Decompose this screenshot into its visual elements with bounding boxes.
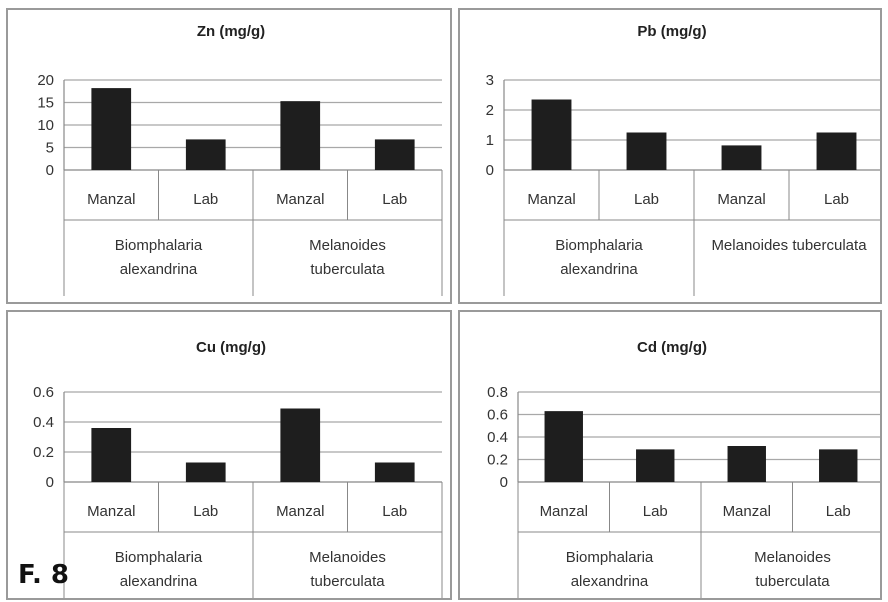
y-tick-label: 3 [486, 72, 494, 89]
bar [374, 462, 415, 482]
group-label: tuberculata [755, 573, 830, 590]
y-tick-label: 2 [486, 102, 494, 119]
bar [816, 132, 857, 170]
category-label: Lab [824, 191, 849, 208]
y-tick-label: 5 [46, 140, 54, 157]
bar [727, 446, 766, 482]
category-label: Lab [382, 503, 407, 520]
chart-title: Cd (mg/g) [637, 339, 707, 356]
bar [636, 449, 675, 482]
y-tick-label: 1 [486, 132, 494, 149]
bar [721, 145, 762, 170]
category-label: Lab [634, 191, 659, 208]
group-label: Biomphalaria [115, 549, 203, 566]
y-tick-label: 0 [486, 162, 494, 179]
category-label: Manzal [276, 191, 324, 208]
category-label: Manzal [540, 503, 588, 520]
bar [626, 132, 667, 170]
group-label: alexandrina [560, 261, 638, 278]
bar [185, 462, 226, 482]
group-label: Melanoides [309, 237, 386, 254]
group-label: Biomphalaria [566, 549, 654, 566]
y-tick-label: 0 [46, 162, 54, 179]
cu-chart-panel: Cu (mg/g) 0 0.2 0.4 0.6 Manzal Lab Manzal Lab Bio… [6, 310, 452, 600]
bar [531, 99, 572, 170]
bar [280, 101, 321, 170]
cd-chart-panel: Cd (mg/g) 0 0.2 0.4 0.6 0.8 Manzal Lab Manzal Lab… [458, 310, 882, 600]
y-tick-label: 0.8 [487, 384, 508, 401]
cu-chart-svg: Cu (mg/g) 0 0.2 0.4 0.6 Manzal Lab Manzal Lab Bio… [33, 339, 443, 598]
category-label: Lab [193, 191, 218, 208]
category-label: Lab [643, 503, 668, 520]
bar [91, 428, 132, 482]
pb-chart-panel: Pb (mg/g) 0 1 2 3 Manzal Lab Manzal Lab Biomphala… [458, 8, 882, 304]
chart-title: Pb (mg/g) [637, 23, 706, 40]
category-label: Manzal [276, 503, 324, 520]
chart-title: Cu (mg/g) [196, 339, 266, 356]
zn-chart-panel: Zn (mg/g) 0 5 10 15 20 Manzal Lab Manzal Lab Biomp… [6, 8, 452, 304]
bar [280, 408, 321, 482]
group-label: Melanoides [309, 549, 386, 566]
bar [91, 88, 132, 170]
category-label: Manzal [527, 191, 575, 208]
y-tick-label: 20 [37, 72, 54, 89]
y-tick-label: 0.4 [487, 429, 508, 446]
zn-chart-svg: Zn (mg/g) 0 5 10 15 20 Manzal Lab Manzal Lab Biomp… [37, 23, 443, 296]
y-tick-label: 0.6 [33, 384, 54, 401]
chart-title: Zn (mg/g) [197, 23, 265, 40]
category-label: Lab [382, 191, 407, 208]
group-label: alexandrina [120, 261, 198, 278]
group-label: tuberculata [310, 573, 385, 590]
group-label: Melanoides tuberculata [711, 237, 867, 254]
category-label: Lab [826, 503, 851, 520]
category-label: Manzal [723, 503, 771, 520]
bar [544, 411, 583, 482]
group-label: tuberculata [310, 261, 385, 278]
y-tick-label: 0 [500, 474, 508, 491]
group-label: Biomphalaria [115, 237, 203, 254]
bar [185, 139, 226, 170]
y-tick-label: 0.4 [33, 414, 54, 431]
y-tick-label: 0.2 [33, 444, 54, 461]
y-tick-label: 15 [37, 95, 54, 112]
category-label: Manzal [717, 191, 765, 208]
group-label: alexandrina [120, 573, 198, 590]
group-label: Biomphalaria [555, 237, 643, 254]
y-tick-label: 0 [46, 474, 54, 491]
bar [374, 139, 415, 170]
y-tick-label: 0.2 [487, 452, 508, 469]
category-label: Manzal [87, 191, 135, 208]
figure-label: F. 8 [18, 560, 69, 590]
y-tick-label: 0.6 [487, 407, 508, 424]
pb-chart-svg: Pb (mg/g) 0 1 2 3 Manzal Lab Manzal Lab Biomphala… [486, 23, 880, 296]
category-label: Manzal [87, 503, 135, 520]
group-label: Melanoides [754, 549, 831, 566]
y-tick-label: 10 [37, 117, 54, 134]
group-label: alexandrina [571, 573, 649, 590]
bar [819, 449, 858, 482]
category-label: Lab [193, 503, 218, 520]
cd-chart-svg: Cd (mg/g) 0 0.2 0.4 0.6 0.8 Manzal Lab Manzal Lab… [487, 339, 880, 598]
